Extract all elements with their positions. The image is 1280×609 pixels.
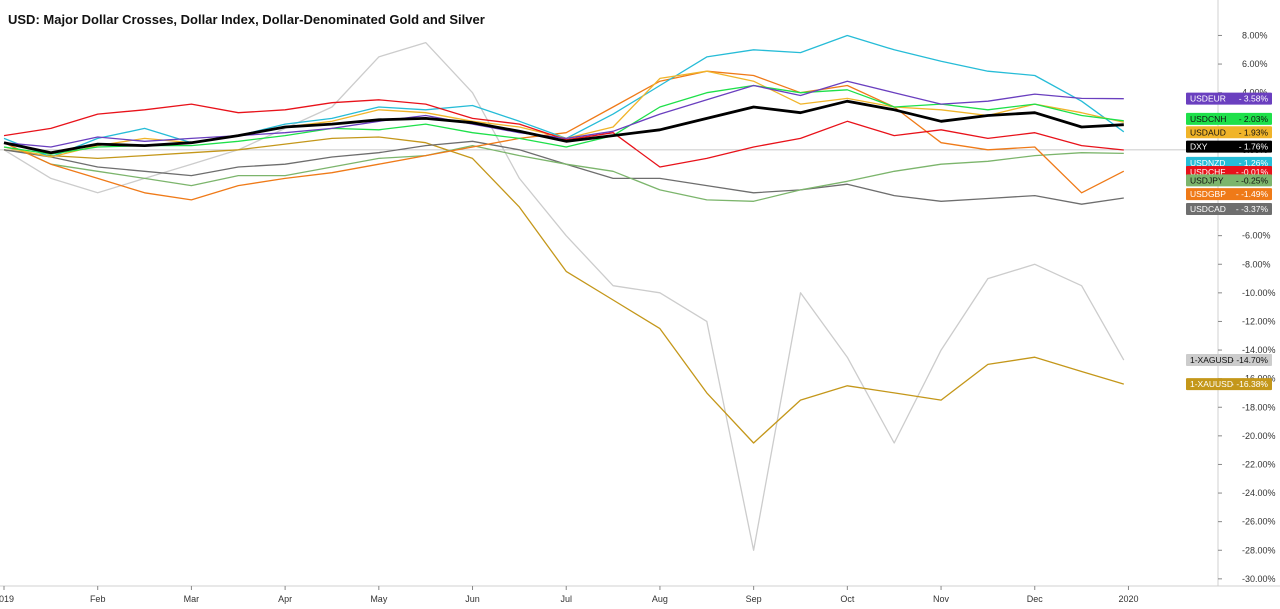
value-badge-bg bbox=[1186, 203, 1272, 216]
x-tick-label: Jun bbox=[465, 594, 480, 604]
x-tick-label: Jul bbox=[560, 594, 572, 604]
value-badge-name: USDNZD bbox=[1190, 158, 1225, 168]
value-badge-value: - -3.37% bbox=[1236, 204, 1269, 214]
value-badge-name: USDAUD bbox=[1190, 127, 1226, 137]
value-badge-usdnzd: USDNZD - 1.26% bbox=[1186, 156, 1272, 169]
value-badge-name: USDEUR bbox=[1190, 94, 1226, 104]
x-tick-label: Oct bbox=[840, 594, 855, 604]
y-tick-label: -18.00% bbox=[1242, 402, 1276, 412]
x-tick-label: Dec bbox=[1027, 594, 1044, 604]
value-badge-name: 1-XAUUSD bbox=[1190, 379, 1233, 389]
value-badge-value: - 1.26% bbox=[1239, 158, 1269, 168]
value-badge-name: USDCAD bbox=[1190, 204, 1226, 214]
x-tick-label: Aug bbox=[652, 594, 668, 604]
value-badge-usdeur: USDEUR - 3.58% bbox=[1186, 92, 1272, 105]
value-badge-name: USDCNH bbox=[1190, 114, 1226, 124]
y-tick-label: -20.00% bbox=[1242, 431, 1276, 441]
value-badge-bg bbox=[1186, 140, 1272, 153]
value-badge-bg bbox=[1186, 354, 1272, 367]
x-tick-label: Sep bbox=[746, 594, 762, 604]
value-badge-value: - -16.38% bbox=[1231, 379, 1268, 389]
value-badge-value: - -1.49% bbox=[1236, 189, 1269, 199]
value-badge-1-xagusd: 1-XAGUSD- -14.70% bbox=[1186, 354, 1272, 367]
value-badge-value: - -14.70% bbox=[1231, 355, 1268, 365]
y-tick-label: -6.00% bbox=[1242, 231, 1271, 241]
value-badge-1-xauusd: 1-XAUUSD- -16.38% bbox=[1186, 378, 1272, 391]
value-badge-value: - -0.01% bbox=[1236, 167, 1269, 177]
y-tick-label: -28.00% bbox=[1242, 545, 1276, 555]
y-tick-label: -26.00% bbox=[1242, 517, 1276, 527]
y-tick-label: -8.00% bbox=[1242, 259, 1271, 269]
value-badge-dxy: DXY - 1.76% bbox=[1186, 140, 1272, 153]
series-line-usdeur bbox=[3, 80, 1124, 148]
y-tick-label: -12.00% bbox=[1242, 316, 1276, 326]
value-badge-value: - 2.03% bbox=[1239, 114, 1269, 124]
value-badge-value: - 3.58% bbox=[1239, 94, 1269, 104]
x-tick-label: Apr bbox=[278, 594, 292, 604]
value-badge-usdcad: USDCAD - -3.37% bbox=[1186, 203, 1272, 216]
y-tick-label: -24.00% bbox=[1242, 488, 1276, 498]
value-badge-value: - 1.93% bbox=[1239, 127, 1269, 137]
value-badge-name: USDGBP bbox=[1190, 189, 1226, 199]
series-line-1-xauusd bbox=[3, 136, 1124, 444]
y-tick-label: 8.00% bbox=[1242, 30, 1268, 40]
value-badge-bg bbox=[1186, 174, 1272, 187]
value-badge-bg bbox=[1186, 112, 1272, 125]
series-line-usdgbp bbox=[3, 70, 1125, 201]
value-badge-value: - -0.25% bbox=[1236, 175, 1269, 185]
value-badge-name: 1-XAGUSD bbox=[1190, 355, 1233, 365]
x-tick-label: Nov bbox=[933, 594, 950, 604]
value-badge-name: USDCHF bbox=[1190, 167, 1225, 177]
value-badge-bg bbox=[1186, 126, 1272, 139]
y-tick-label: 4.00% bbox=[1242, 88, 1268, 98]
value-badge-usdcnh: USDCNH - 2.03% bbox=[1186, 112, 1272, 125]
value-badge-usdaud: USDAUD - 1.93% bbox=[1186, 126, 1272, 139]
value-badge-bg bbox=[1186, 188, 1272, 201]
value-badge-value: - 1.76% bbox=[1239, 142, 1269, 152]
series-line-usdjpy bbox=[3, 142, 1124, 202]
y-tick-label: -22.00% bbox=[1242, 459, 1276, 469]
y-tick-label: -10.00% bbox=[1242, 288, 1276, 298]
value-badge-bg bbox=[1186, 156, 1272, 169]
y-tick-label: 6.00% bbox=[1242, 59, 1268, 69]
chart-title: USD: Major Dollar Crosses, Dollar Index,… bbox=[8, 12, 485, 27]
value-badge-name: DXY bbox=[1190, 142, 1208, 152]
x-tick-label: 2019 bbox=[0, 594, 14, 604]
series-line-usdchf bbox=[3, 99, 1124, 168]
series-line-dxy bbox=[3, 99, 1124, 155]
series-line-1-xagusd bbox=[3, 41, 1125, 551]
value-badge-bg bbox=[1186, 378, 1272, 391]
y-tick-label: -14.00% bbox=[1242, 345, 1276, 355]
value-badge-usdjpy: USDJPY - -0.25% bbox=[1186, 174, 1272, 187]
value-badge-usdgbp: USDGBP - -1.49% bbox=[1186, 188, 1272, 201]
value-badge-bg bbox=[1186, 92, 1272, 105]
x-tick-label: Mar bbox=[184, 594, 200, 604]
x-tick-label: 2020 bbox=[1118, 594, 1138, 604]
y-tick-label: -30.00% bbox=[1242, 574, 1276, 584]
x-tick-label: Feb bbox=[90, 594, 106, 604]
value-badge-name: USDJPY bbox=[1190, 175, 1224, 185]
x-tick-label: May bbox=[370, 594, 388, 604]
series-line-usdcad bbox=[3, 140, 1124, 205]
